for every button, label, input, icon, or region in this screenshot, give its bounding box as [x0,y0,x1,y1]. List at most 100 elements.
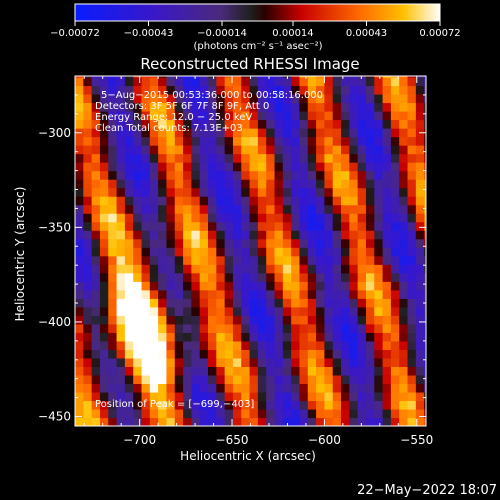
heatmap-cell [390,119,400,129]
heatmap-cell [399,255,409,265]
heatmap-cell [349,136,359,146]
heatmap-cell [241,136,251,146]
heatmap-cell [149,145,159,155]
heatmap-cell [83,187,93,197]
heatmap-cell [183,76,192,78]
heatmap-cell [307,187,317,197]
heatmap-cell [108,76,118,78]
heatmap-cell [324,136,334,146]
heatmap-cell [374,76,384,87]
heatmap-cell [365,102,375,112]
heatmap-cell [266,238,276,248]
heatmap-cell [390,408,400,419]
heatmap-cell [424,417,426,426]
heatmap-cell [174,391,184,402]
heatmap-cell [191,247,201,257]
heatmap-cell [266,111,276,121]
heatmap-cell [75,264,84,274]
heatmap-cell [332,179,342,189]
heatmap-cell [282,298,292,308]
heatmap-cell [266,119,276,129]
heatmap-cell [191,306,201,316]
heatmap-cell [199,76,209,78]
heatmap-cell [116,196,126,206]
heatmap-cell [299,281,309,291]
heatmap-cell [390,247,400,257]
heatmap-cell [415,374,425,385]
heatmap-cell [316,306,325,316]
heatmap-cell [424,408,426,419]
heatmap-cell [257,374,267,385]
heatmap-cell [316,247,325,257]
heatmap-cell [307,93,317,104]
heatmap-cell [424,85,426,95]
heatmap-cell [241,281,251,291]
heatmap-cell [266,213,276,223]
heatmap-cell [241,179,251,189]
heatmap-cell [141,153,151,163]
heatmap-cell [149,357,159,367]
heatmap-cell [291,391,301,402]
heatmap-cell [424,247,426,257]
heatmap-cell [291,230,301,240]
heatmap-cell [224,221,234,231]
heatmap-cell [108,298,118,308]
heatmap-cell [108,366,118,376]
heatmap-cell [332,162,342,172]
heatmap-cell [124,230,134,240]
heatmap-cell [116,281,126,291]
heatmap-cell [124,289,134,299]
heatmap-cell [382,264,392,274]
heatmap-cell [307,102,317,112]
heatmap-cell [307,366,317,376]
heatmap-cell [91,128,101,138]
heatmap-cell [183,391,192,402]
heatmap-cell [108,323,118,333]
heatmap-cell [141,349,151,359]
heatmap-cell [415,349,425,359]
heatmap-cell [341,93,350,104]
heatmap-cell [199,230,209,240]
heatmap-cell [232,349,242,359]
heatmap-cell [208,187,217,197]
heatmap-cell [399,289,409,299]
heatmap-cell [399,281,409,291]
heatmap-cell [141,93,151,104]
heatmap-cell [99,93,109,104]
heatmap-cell [75,289,84,299]
heatmap-cell [191,238,201,248]
heatmap-cell [316,340,325,350]
heatmap-cell [299,391,309,402]
heatmap-cell [133,76,143,78]
annotation-energy-range: Energy Range: 12.0 − 25.0 keV [95,112,252,123]
heatmap-cell [199,136,209,146]
heatmap-cell [116,76,126,87]
heatmap-cell [224,85,234,95]
heatmap-cell [332,238,342,248]
heatmap-cell [216,204,226,214]
heatmap-cell [108,204,118,214]
heatmap-cell [149,281,159,291]
heatmap-cell [199,128,209,138]
heatmap-cell [216,85,226,95]
heatmap-cell [349,417,359,426]
heatmap-cell [332,323,342,333]
heatmap-cell [365,76,375,78]
heatmap-cell [415,76,425,78]
heatmap-cell [116,230,126,240]
heatmap-cell [316,289,325,299]
heatmap-cell [108,255,118,265]
heatmap-cell [99,298,109,308]
heatmap-cell [91,93,101,104]
heatmap-cell [316,102,325,112]
heatmap-cell [133,391,143,402]
heatmap-cell [216,93,226,104]
heatmap-cell [208,306,217,316]
heatmap-cell [116,162,126,172]
heatmap-cell [374,366,384,376]
heatmap-cell [141,357,151,367]
heatmap-cell [166,238,176,248]
heatmap-cell [266,391,276,402]
heatmap-cell [124,76,134,87]
heatmap-cell [141,204,151,214]
